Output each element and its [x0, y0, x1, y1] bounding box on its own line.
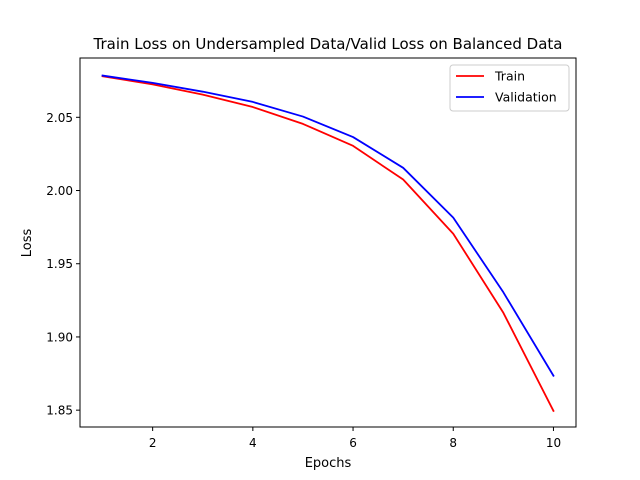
y-tick-label: 1.85 [46, 404, 73, 418]
x-tick-label: 8 [449, 436, 457, 450]
legend-label-train: Train [494, 69, 525, 84]
x-tick-label: 2 [149, 436, 157, 450]
legend-label-validation: Validation [495, 90, 557, 105]
legend: Train Validation [449, 64, 570, 112]
x-tick-label: 6 [349, 436, 357, 450]
series-line-validation [101, 74, 555, 377]
axes-frame [79, 57, 577, 428]
plot-area [101, 74, 555, 413]
y-tick-label: 1.95 [46, 257, 73, 271]
y-axis-label: Loss [20, 229, 35, 258]
x-axis-ticks: 2 4 6 8 10 [149, 427, 561, 450]
y-axis-ticks: 1.85 1.90 1.95 2.00 2.05 [46, 111, 80, 418]
y-tick-label: 2.05 [46, 111, 73, 125]
chart-title: Train Loss on Undersampled Data/Valid Lo… [93, 35, 563, 53]
series-line-train [101, 75, 555, 413]
x-tick-label: 10 [546, 436, 561, 450]
y-tick-label: 1.90 [46, 330, 73, 344]
x-tick-label: 4 [249, 436, 257, 450]
x-axis-label: Epochs [305, 456, 352, 471]
y-tick-label: 2.00 [46, 184, 73, 198]
